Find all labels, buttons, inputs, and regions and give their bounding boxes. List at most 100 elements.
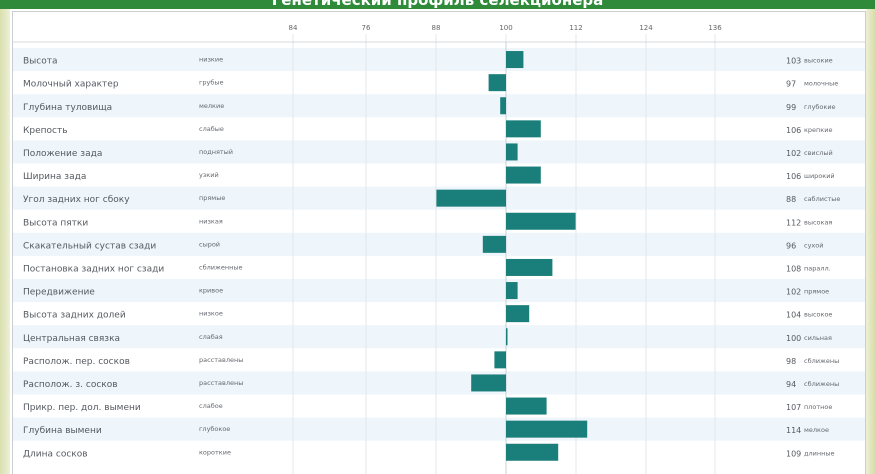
- trait-name: Высота пятки: [23, 218, 88, 228]
- trait-high-pole: сближены: [804, 357, 839, 365]
- title-banner: Генетический профиль селекционера: [0, 0, 875, 9]
- left-decor: [0, 0, 10, 474]
- trait-name: Высота: [23, 57, 58, 67]
- trait-name: Располож. пер. сосков: [23, 357, 130, 367]
- bar-15: [506, 397, 547, 415]
- bar-0: [506, 51, 524, 69]
- row-stripe: [13, 325, 865, 349]
- bar-13: [494, 351, 506, 369]
- trait-name: Центральная связка: [23, 334, 120, 344]
- trait-high-pole: высокое: [804, 311, 832, 319]
- trait-name: Передвижение: [23, 288, 95, 298]
- trait-name: Глубина вымени: [23, 426, 102, 436]
- trait-low-pole: узкий: [199, 171, 219, 179]
- trait-low-pole: расставлены: [199, 379, 243, 387]
- row-stripe: [13, 417, 865, 441]
- right-decor: [866, 0, 875, 474]
- trait-high-pole: свислый: [804, 149, 833, 157]
- trait-value: 94: [786, 380, 796, 389]
- trait-low-pole: слабая: [199, 333, 223, 341]
- row-stripe: [13, 140, 865, 164]
- row-stripe: [13, 371, 865, 395]
- trait-value: 104: [786, 311, 801, 320]
- trait-name: Ширина зада: [23, 172, 86, 182]
- trait-value: 114: [786, 426, 801, 435]
- trait-high-pole: сухой: [804, 241, 823, 249]
- trait-high-pole: паралл.: [804, 264, 831, 272]
- row-stripe: [13, 232, 865, 256]
- trait-name: Угол задних ног сбоку: [23, 195, 130, 205]
- trait-high-pole: высокая: [804, 218, 832, 226]
- trait-value: 102: [786, 288, 801, 297]
- trait-high-pole: плотное: [804, 403, 832, 411]
- trait-low-pole: низкая: [199, 217, 223, 225]
- bar-9: [506, 258, 553, 276]
- trait-high-pole: саблистые: [804, 195, 840, 203]
- trait-name: Крепость: [23, 126, 68, 136]
- trait-value: 99: [786, 103, 796, 112]
- trait-low-pole: кривое: [199, 287, 223, 295]
- bar-5: [506, 166, 541, 184]
- trait-high-pole: крепкие: [804, 126, 832, 134]
- trait-high-pole: молочные: [804, 80, 838, 88]
- bar-8: [482, 235, 506, 253]
- trait-low-pole: прямые: [199, 194, 225, 202]
- trait-low-pole: слабые: [199, 125, 224, 133]
- x-tick-label: 136: [708, 24, 722, 32]
- trait-high-pole: прямое: [804, 288, 829, 296]
- trait-low-pole: грубые: [199, 79, 224, 87]
- trait-low-pole: короткие: [199, 448, 231, 456]
- trait-name: Располож. з. сосков: [23, 380, 118, 390]
- trait-low-pole: слабое: [199, 402, 223, 410]
- chart-panel: 84 76 88 100 112 124 136 Высота низкие 103 высокие…: [12, 11, 866, 474]
- bar-12: [506, 328, 508, 346]
- trait-name: Положение зада: [23, 149, 102, 159]
- trait-low-pole: расставлены: [199, 356, 243, 364]
- trait-low-pole: глубокое: [199, 425, 230, 433]
- trait-value: 106: [786, 172, 801, 181]
- trait-name: Скакательный сустав сзади: [23, 241, 156, 251]
- trait-name: Постановка задних ног сзади: [23, 264, 164, 274]
- trait-name: Длина сосков: [23, 449, 88, 459]
- trait-value: 103: [786, 57, 801, 66]
- trait-high-pole: длинные: [804, 449, 835, 457]
- trait-value: 106: [786, 126, 801, 135]
- x-tick-label: 100: [499, 24, 512, 32]
- trait-low-pole: сближенные: [199, 263, 242, 271]
- banner-title: Генетический профиль селекционера: [271, 0, 604, 9]
- trait-name: Молочный характер: [23, 80, 119, 90]
- bar-1: [488, 74, 506, 92]
- trait-value: 102: [786, 149, 801, 158]
- bar-17: [506, 443, 559, 461]
- trait-low-pole: низкие: [199, 56, 223, 64]
- trait-high-pole: глубокие: [804, 103, 836, 111]
- row-stripe: [13, 48, 865, 72]
- bar-6: [436, 189, 506, 207]
- x-tick-label: 88: [432, 24, 441, 32]
- bar-11: [506, 305, 530, 323]
- bar-4: [506, 143, 518, 161]
- x-tick-label: 76: [362, 24, 371, 32]
- trait-value: 100: [786, 334, 801, 343]
- trait-value: 98: [786, 357, 796, 366]
- trait-value: 97: [786, 80, 796, 89]
- bar-16: [506, 420, 588, 438]
- row-stripe: [13, 94, 865, 118]
- trait-name: Высота задних долей: [23, 311, 126, 321]
- trait-value: 108: [786, 264, 801, 273]
- trait-name: Глубина туловища: [23, 103, 112, 113]
- trait-value: 112: [786, 218, 801, 227]
- linear-profile-chart: 84 76 88 100 112 124 136 Высота низкие 103 высокие…: [13, 24, 865, 474]
- row-stripe: [13, 279, 865, 303]
- trait-value: 109: [786, 449, 801, 458]
- trait-low-pole: низкое: [199, 310, 223, 318]
- trait-low-pole: сырой: [199, 240, 220, 248]
- bar-3: [506, 120, 541, 138]
- trait-high-pole: высокие: [804, 57, 833, 65]
- trait-high-pole: сближены: [804, 380, 839, 388]
- trait-value: 107: [786, 403, 801, 412]
- trait-high-pole: мелкое: [804, 426, 829, 434]
- bar-7: [506, 212, 576, 230]
- bar-14: [471, 374, 506, 392]
